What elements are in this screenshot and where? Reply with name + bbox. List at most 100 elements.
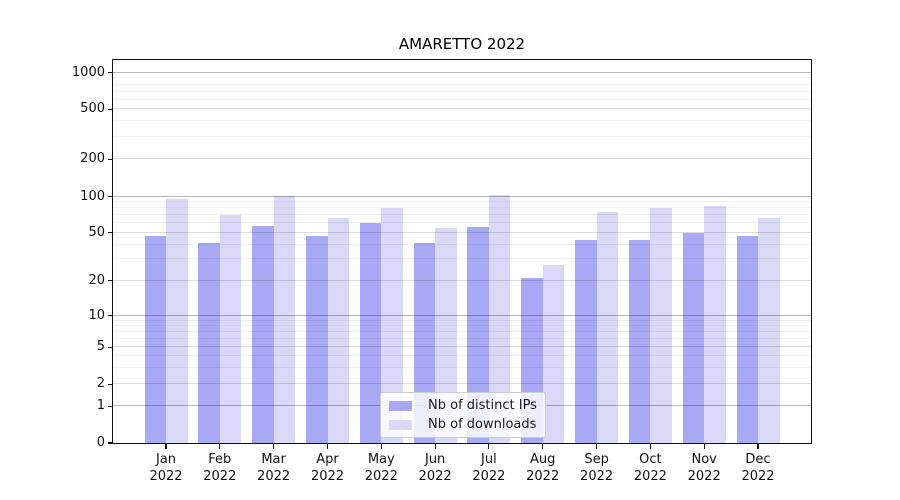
x-tick-label-nov: Nov 2022 xyxy=(687,452,721,484)
gridline-y-600 xyxy=(113,98,811,100)
bar-downloads-nov xyxy=(704,206,726,443)
legend-label: Nb of downloads xyxy=(428,417,537,432)
y-tick-mark xyxy=(108,442,113,444)
y-tick-mark xyxy=(108,158,113,160)
gridline-y-7 xyxy=(113,330,811,332)
x-tick-label-jan: Jan 2022 xyxy=(149,452,183,484)
x-tick-mark xyxy=(649,444,651,449)
bar-distinct-ips-dec xyxy=(736,236,758,443)
bar-distinct-ips-may xyxy=(359,222,382,443)
y-tick-label: 500 xyxy=(80,101,105,117)
gridline-y-900 xyxy=(113,77,811,79)
bar-downloads-may xyxy=(381,208,403,443)
x-tick-label-dec: Dec 2022 xyxy=(741,452,775,484)
y-tick-label: 10 xyxy=(88,307,105,323)
gridline-y-700 xyxy=(113,90,811,92)
gridline-y-70 xyxy=(113,214,811,216)
y-tick-label: 20 xyxy=(88,272,105,288)
x-tick-label-may: May 2022 xyxy=(364,452,398,484)
x-tick-label-sep: Sep 2022 xyxy=(580,452,614,484)
y-tick-label: 1 xyxy=(96,398,105,414)
bar-downloads-jul xyxy=(488,194,511,443)
gridline-y-100 xyxy=(113,195,811,197)
gridline-y-50 xyxy=(113,231,811,233)
y-tick-mark xyxy=(108,108,113,110)
bar-downloads-jun xyxy=(435,227,457,443)
gridline-y-10 xyxy=(113,314,811,316)
legend-swatch xyxy=(389,400,412,411)
x-tick-label-mar: Mar 2022 xyxy=(257,452,291,484)
x-tick-mark xyxy=(219,444,221,449)
y-tick-mark xyxy=(108,196,113,198)
x-tick-mark xyxy=(434,444,436,449)
x-tick-mark xyxy=(273,444,275,449)
bar-downloads-jan xyxy=(166,199,188,443)
bar-downloads-aug xyxy=(542,264,565,443)
y-tick-mark xyxy=(108,315,113,317)
y-tick-label: 200 xyxy=(80,151,105,167)
chart-title: AMARETTO 2022 xyxy=(398,35,526,53)
gridline-y-2 xyxy=(113,383,811,385)
gridline-y-3 xyxy=(113,366,811,368)
chart-legend: Nb of distinct IPs Nb of downloads xyxy=(380,392,546,438)
bar-downloads-apr xyxy=(327,218,349,443)
gridline-y-1000 xyxy=(113,71,811,73)
legend-label: Nb of distinct IPs xyxy=(428,398,537,413)
y-tick-mark xyxy=(108,405,113,407)
gridline-y-8 xyxy=(113,324,811,326)
x-tick-mark xyxy=(703,444,705,449)
y-tick-label: 2 xyxy=(96,376,105,392)
bar-distinct-ips-feb xyxy=(198,243,220,443)
y-tick-mark xyxy=(108,383,113,385)
bar-distinct-ips-jan xyxy=(144,236,166,443)
x-tick-label-oct: Oct 2022 xyxy=(633,452,667,484)
y-tick-label: 100 xyxy=(80,188,105,204)
x-tick-label-aug: Aug 2022 xyxy=(526,452,560,484)
y-tick-label: 1000 xyxy=(71,64,105,80)
y-tick-mark xyxy=(108,72,113,74)
x-tick-mark xyxy=(165,444,167,449)
gridline-y-60 xyxy=(113,222,811,224)
bar-downloads-sep xyxy=(596,212,619,443)
gridline-y-5 xyxy=(113,346,811,348)
y-tick-mark xyxy=(108,232,113,234)
bar-downloads-dec xyxy=(758,218,780,443)
gridline-y-30 xyxy=(113,258,811,260)
x-tick-label-apr: Apr 2022 xyxy=(310,452,345,484)
bar-distinct-ips-apr xyxy=(306,236,328,443)
x-tick-mark xyxy=(542,444,544,449)
legend-item-distinct-ips: Nb of distinct IPs xyxy=(389,398,537,413)
x-tick-mark xyxy=(380,444,382,449)
bar-distinct-ips-sep xyxy=(575,239,597,443)
gridline-y-400 xyxy=(113,120,811,122)
legend-item-downloads: Nb of downloads xyxy=(389,417,537,432)
y-tick-label: 0 xyxy=(96,435,105,450)
y-tick-mark xyxy=(108,279,113,282)
gridline-y-90 xyxy=(113,201,811,203)
legend-swatch xyxy=(389,419,412,430)
y-tick-label: 50 xyxy=(88,224,105,240)
bar-downloads-oct xyxy=(650,208,672,443)
gridline-y-500 xyxy=(113,108,811,110)
bar-distinct-ips-mar xyxy=(252,226,274,443)
y-tick-mark xyxy=(108,346,113,348)
x-tick-mark xyxy=(488,444,490,449)
gridline-y-9 xyxy=(113,319,811,321)
gridline-y-40 xyxy=(113,243,811,245)
bar-distinct-ips-nov xyxy=(682,232,705,443)
bar-downloads-mar xyxy=(273,196,296,443)
bar-downloads-feb xyxy=(219,214,242,443)
x-tick-mark xyxy=(757,444,759,449)
plot-area xyxy=(112,59,812,444)
x-tick-label-jun: Jun 2022 xyxy=(418,452,452,484)
gridline-y-200 xyxy=(113,158,811,160)
gridline-y-4 xyxy=(113,355,811,357)
y-tick-label: 5 xyxy=(96,339,105,355)
bar-distinct-ips-jul xyxy=(467,226,489,443)
gridline-y-800 xyxy=(113,83,811,85)
x-tick-mark xyxy=(326,444,329,449)
x-tick-label-jul: Jul 2022 xyxy=(472,452,506,484)
x-tick-label-feb: Feb 2022 xyxy=(203,452,237,484)
gridline-y-6 xyxy=(113,337,811,339)
